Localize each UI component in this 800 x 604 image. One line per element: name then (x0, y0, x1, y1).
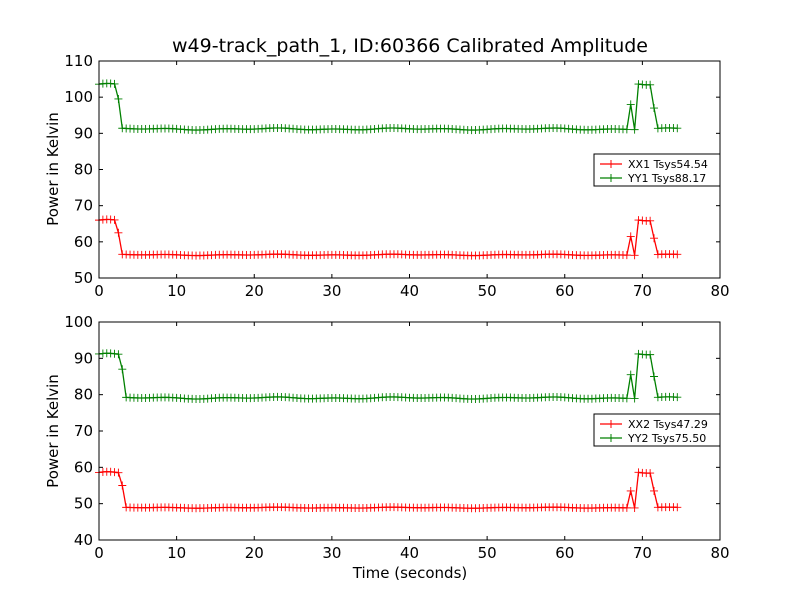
y-axis-label: Power in Kelvin (44, 112, 62, 226)
data-point (626, 370, 635, 379)
data-point (630, 394, 639, 403)
data-point (630, 503, 639, 512)
legend-swatch-marker (607, 434, 615, 442)
y-tick-label: 80 (74, 386, 93, 404)
data-point (114, 94, 123, 103)
legend-swatch-marker (607, 174, 615, 182)
data-point (622, 125, 631, 134)
y-tick-label: 50 (74, 495, 93, 513)
y-tick-label: 100 (64, 88, 93, 106)
y-tick-label: 100 (64, 313, 93, 331)
legend-entry: YY1 Tsys88.17 (627, 172, 706, 185)
data-point (110, 79, 119, 88)
x-tick-label: 70 (633, 544, 652, 562)
data-point (646, 216, 655, 225)
data-point (630, 125, 639, 134)
legend-entry: XX1 Tsys54.54 (628, 158, 708, 171)
data-point (634, 468, 643, 477)
series-line-1-1 (98, 352, 678, 400)
x-tick-label: 10 (167, 282, 186, 300)
data-point (622, 251, 631, 260)
y-tick-label: 90 (74, 124, 93, 142)
data-point (118, 365, 127, 374)
x-tick-label: 30 (322, 544, 341, 562)
data-point (630, 251, 639, 260)
y-tick-label: 50 (74, 269, 93, 287)
y-tick-label: 70 (74, 197, 93, 215)
data-point (634, 80, 643, 89)
x-tick-label: 30 (322, 282, 341, 300)
data-point (673, 393, 682, 402)
data-point (114, 228, 123, 237)
x-tick-label: 80 (710, 544, 729, 562)
series-line-0-1 (98, 82, 678, 131)
data-point (626, 486, 635, 495)
y-tick-label: 80 (74, 161, 93, 179)
x-axis-label: Time (seconds) (352, 564, 468, 582)
x-tick-label: 80 (710, 282, 729, 300)
data-point (626, 100, 635, 109)
data-point (646, 350, 655, 359)
x-tick-label: 20 (245, 544, 264, 562)
data-point (110, 349, 119, 358)
data-point (118, 481, 127, 490)
data-point (646, 469, 655, 478)
legend-box (593, 413, 721, 447)
x-tick-label: 50 (478, 544, 497, 562)
data-point (650, 234, 659, 243)
legend-swatch-marker (607, 420, 615, 428)
data-point (673, 124, 682, 133)
data-point (110, 215, 119, 224)
y-tick-label: 60 (74, 233, 93, 251)
data-point (673, 250, 682, 259)
data-point (114, 468, 123, 477)
legend-entry: XX2 Tsys47.29 (628, 418, 708, 431)
data-point (646, 80, 655, 89)
data-point (114, 350, 123, 359)
data-point (626, 232, 635, 241)
series-line-1-0 (98, 471, 678, 509)
y-axis-label: Power in Kelvin (44, 374, 62, 488)
x-tick-label: 0 (94, 544, 104, 562)
x-tick-label: 0 (94, 282, 104, 300)
x-tick-label: 10 (167, 544, 186, 562)
data-point (650, 104, 659, 113)
y-tick-label: 60 (74, 458, 93, 476)
x-tick-label: 70 (633, 282, 652, 300)
data-point (634, 349, 643, 358)
data-point (634, 216, 643, 225)
y-tick-label: 110 (64, 52, 93, 70)
y-tick-label: 90 (74, 349, 93, 367)
data-point (673, 503, 682, 512)
bottom-panel: 0 10 20 30 40 50 60 70 80 40 50 60 70 80 90 100 Power in… (44, 313, 730, 562)
x-tick-label: 40 (400, 282, 419, 300)
data-point (110, 468, 119, 477)
x-tick-label: 60 (555, 282, 574, 300)
legend-entry: YY2 Tsys75.50 (627, 432, 706, 445)
legend-box (593, 153, 721, 187)
legend-swatch-marker (607, 160, 615, 168)
data-point (622, 503, 631, 512)
x-tick-label: 50 (478, 282, 497, 300)
x-tick-label: 40 (400, 544, 419, 562)
data-point (650, 372, 659, 381)
x-tick-label: 60 (555, 544, 574, 562)
series-line-0-0 (98, 218, 678, 257)
y-tick-label: 40 (74, 531, 93, 549)
data-point (622, 394, 631, 403)
top-panel: 0 10 20 30 40 50 60 70 80 50 60 70 80 90 100 110 Power i… (44, 52, 730, 300)
data-point (650, 486, 659, 495)
chart-title: w49-track_path_1, ID:60366 Calibrated Am… (172, 35, 648, 57)
y-tick-label: 70 (74, 422, 93, 440)
x-tick-label: 20 (245, 282, 264, 300)
